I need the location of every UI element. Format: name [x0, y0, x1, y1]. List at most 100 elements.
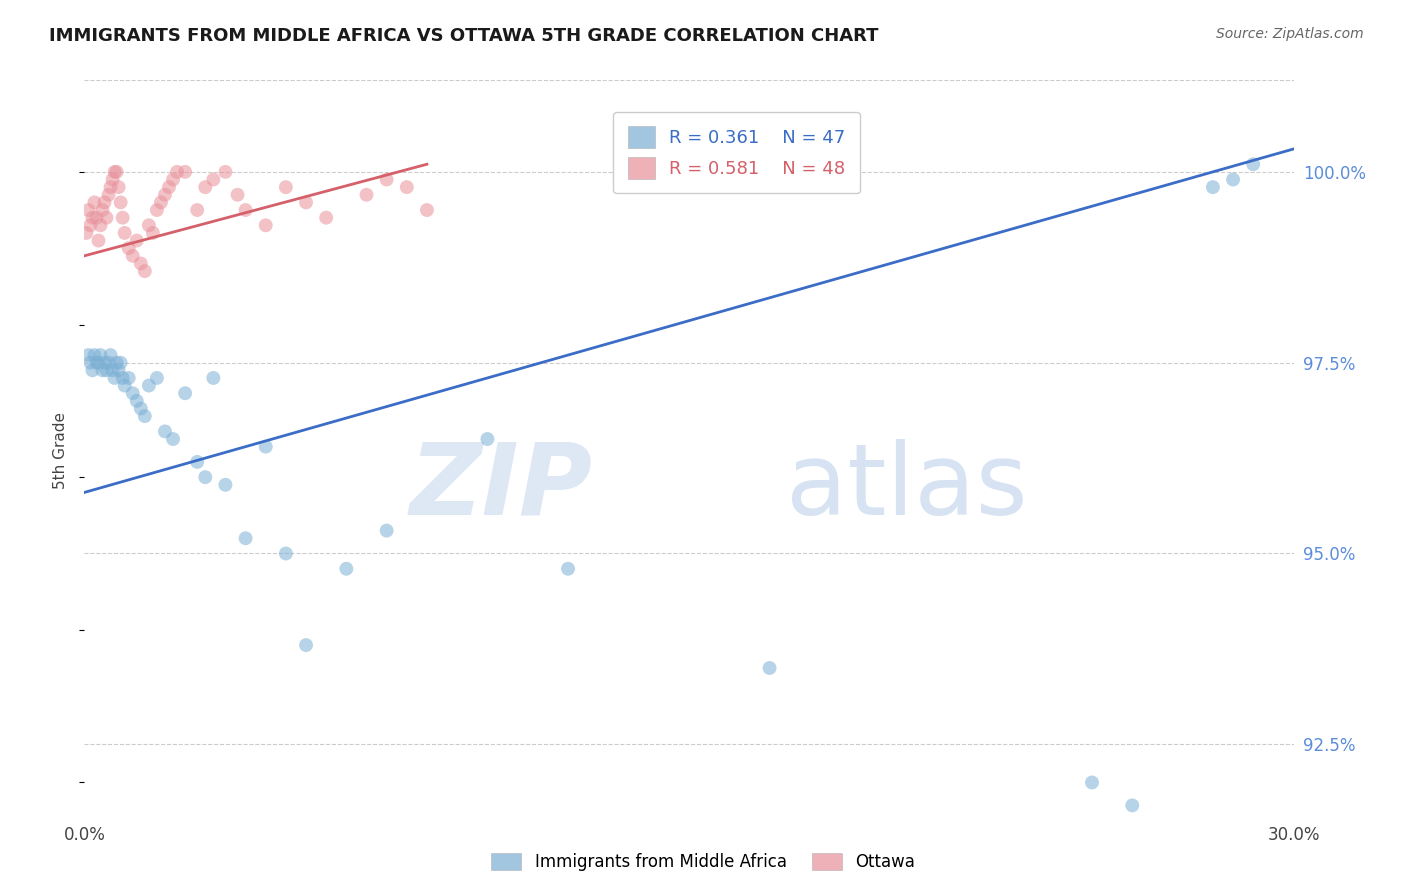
Point — [75, 226, 97, 240]
Point — [254, 219, 277, 233]
Point — [111, 211, 134, 225]
Point — [101, 172, 124, 186]
Point — [356, 187, 378, 202]
Point — [77, 202, 100, 217]
Point — [110, 195, 132, 210]
Point — [142, 226, 165, 240]
Point — [758, 661, 780, 675]
Point — [91, 202, 114, 217]
Point — [226, 187, 249, 202]
Point — [166, 165, 188, 179]
Point — [89, 348, 111, 362]
Point — [129, 401, 152, 416]
Point — [83, 195, 105, 210]
Point — [138, 219, 160, 233]
Point — [416, 202, 439, 217]
Point — [111, 371, 134, 385]
Text: IMMIGRANTS FROM MIDDLE AFRICA VS OTTAWA 5TH GRADE CORRELATION CHART: IMMIGRANTS FROM MIDDLE AFRICA VS OTTAWA … — [49, 27, 879, 45]
Point — [162, 432, 184, 446]
Point — [97, 356, 120, 370]
Point — [105, 165, 128, 179]
Point — [295, 638, 318, 652]
Point — [1202, 180, 1225, 194]
Point — [129, 256, 152, 270]
Point — [162, 172, 184, 186]
Point — [254, 440, 277, 454]
Point — [82, 363, 104, 377]
Point — [105, 356, 128, 370]
Point — [96, 363, 118, 377]
Point — [174, 386, 197, 401]
Point — [79, 356, 101, 370]
Point — [114, 226, 136, 240]
Point — [121, 386, 143, 401]
Point — [83, 348, 105, 362]
Point — [107, 180, 129, 194]
Point — [101, 363, 124, 377]
Point — [186, 455, 208, 469]
Point — [104, 165, 127, 179]
Text: Source: ZipAtlas.com: Source: ZipAtlas.com — [1216, 27, 1364, 41]
Point — [77, 348, 100, 362]
Point — [121, 249, 143, 263]
Point — [186, 202, 208, 217]
Y-axis label: 5th Grade: 5th Grade — [53, 412, 69, 489]
Point — [335, 562, 357, 576]
Point — [153, 425, 176, 439]
Point — [214, 165, 236, 179]
Point — [125, 234, 148, 248]
Point — [274, 180, 297, 194]
Point — [1222, 172, 1244, 186]
Point — [194, 470, 217, 484]
Point — [86, 211, 108, 225]
Point — [1241, 157, 1264, 171]
Point — [146, 202, 169, 217]
Point — [91, 363, 114, 377]
Point — [235, 531, 257, 545]
Legend: R = 0.361    N = 47, R = 0.581    N = 48: R = 0.361 N = 47, R = 0.581 N = 48 — [613, 112, 860, 194]
Point — [114, 378, 136, 392]
Point — [149, 195, 172, 210]
Point — [97, 187, 120, 202]
Legend: Immigrants from Middle Africa, Ottawa: Immigrants from Middle Africa, Ottawa — [482, 845, 924, 880]
Point — [82, 211, 104, 225]
Point — [1081, 775, 1104, 789]
Point — [104, 371, 127, 385]
Point — [138, 378, 160, 392]
Point — [157, 180, 180, 194]
Point — [110, 356, 132, 370]
Point — [125, 393, 148, 408]
Point — [87, 234, 110, 248]
Point — [477, 432, 499, 446]
Point — [295, 195, 318, 210]
Point — [96, 211, 118, 225]
Point — [118, 371, 141, 385]
Point — [79, 219, 101, 233]
Point — [93, 356, 115, 370]
Point — [134, 264, 156, 278]
Point — [557, 562, 579, 576]
Point — [395, 180, 418, 194]
Point — [134, 409, 156, 423]
Point — [202, 371, 225, 385]
Point — [86, 356, 108, 370]
Point — [146, 371, 169, 385]
Point — [194, 180, 217, 194]
Point — [274, 547, 297, 561]
Point — [235, 202, 257, 217]
Point — [315, 211, 337, 225]
Point — [375, 524, 398, 538]
Point — [1121, 798, 1143, 813]
Point — [153, 187, 176, 202]
Point — [174, 165, 197, 179]
Point — [87, 356, 110, 370]
Point — [375, 172, 398, 186]
Text: atlas: atlas — [786, 439, 1028, 536]
Point — [100, 348, 122, 362]
Text: ZIP: ZIP — [409, 439, 592, 536]
Point — [214, 478, 236, 492]
Point — [202, 172, 225, 186]
Point — [89, 219, 111, 233]
Point — [100, 180, 122, 194]
Point — [107, 363, 129, 377]
